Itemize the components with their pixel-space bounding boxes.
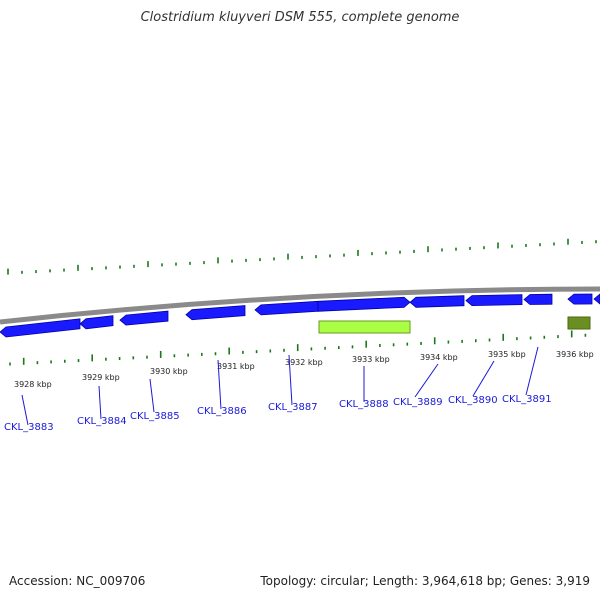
- gene-leader-line: [288, 354, 293, 406]
- kbp-label: 3932 kbp: [285, 358, 323, 367]
- gene-arrow[interactable]: [593, 293, 600, 305]
- gene-labels[interactable]: CKL_3883 CKL_3884 CKL_3885 CKL_3886 CKL_3887…: [4, 346, 552, 433]
- gene-label-ckl-3891[interactable]: CKL_3891: [502, 394, 552, 405]
- kbp-label: 3931 kbp: [217, 362, 255, 371]
- gene-arrow[interactable]: [567, 293, 593, 305]
- gene-arrow[interactable]: [254, 300, 319, 316]
- kbp-label: 3933 kbp: [352, 355, 390, 364]
- inner-tick-marks: [9, 330, 587, 366]
- highlighted-gene-feature[interactable]: [318, 320, 411, 334]
- kbp-label: 3934 kbp: [420, 353, 458, 362]
- gene-label-ckl-3888[interactable]: CKL_3888: [339, 399, 389, 410]
- accession-text: Accession: NC_009706: [9, 574, 146, 588]
- gene-arrow[interactable]: [79, 315, 114, 330]
- gene-label-ckl-3885[interactable]: CKL_3885: [130, 411, 180, 422]
- kbp-label: 3929 kbp: [82, 373, 120, 382]
- topology-text: Topology: circular; Length: 3,964,618 bp…: [260, 574, 590, 588]
- genome-backbone: [0, 286, 600, 325]
- kbp-label: 3935 kbp: [488, 350, 526, 359]
- gene-leader-line: [414, 363, 439, 398]
- gene-label-ckl-3887[interactable]: CKL_3887: [268, 402, 318, 413]
- gene-arrow[interactable]: [523, 293, 553, 305]
- gene-leader-line: [98, 385, 102, 420]
- gene-arrow[interactable]: [119, 310, 169, 326]
- gene-label-ckl-3886[interactable]: CKL_3886: [197, 406, 247, 417]
- kbp-label: 3936 kbp: [556, 350, 594, 359]
- gene-leader-line: [525, 346, 539, 396]
- kbp-label: 3930 kbp: [150, 367, 188, 376]
- kbp-scale-labels: 3928 kbp 3929 kbp 3930 kbp 3931 kbp 3932 kbp…: [14, 350, 594, 389]
- gene-arrow[interactable]: [465, 294, 523, 307]
- gene-arrow[interactable]: [185, 305, 246, 321]
- gene-features[interactable]: [0, 293, 600, 338]
- outer-tick-marks: [7, 238, 597, 275]
- gene-label-ckl-3883[interactable]: CKL_3883: [4, 422, 54, 433]
- gene-leader-line: [217, 359, 222, 410]
- gene-arrow[interactable]: [409, 295, 465, 308]
- kbp-label: 3928 kbp: [14, 380, 52, 389]
- gene-label-ckl-3884[interactable]: CKL_3884: [77, 416, 127, 427]
- gene-label-ckl-3890[interactable]: CKL_3890: [448, 395, 498, 406]
- gene-arrow[interactable]: [317, 296, 411, 312]
- gene-label-ckl-3889[interactable]: CKL_3889: [393, 397, 443, 408]
- gene-leader-line: [149, 378, 155, 413]
- genome-title: Clostridium kluyveri DSM 555, complete g…: [140, 10, 460, 25]
- gene-leader-line: [21, 394, 29, 426]
- other-gene-feature[interactable]: [567, 316, 591, 330]
- gene-leader-line: [472, 360, 495, 397]
